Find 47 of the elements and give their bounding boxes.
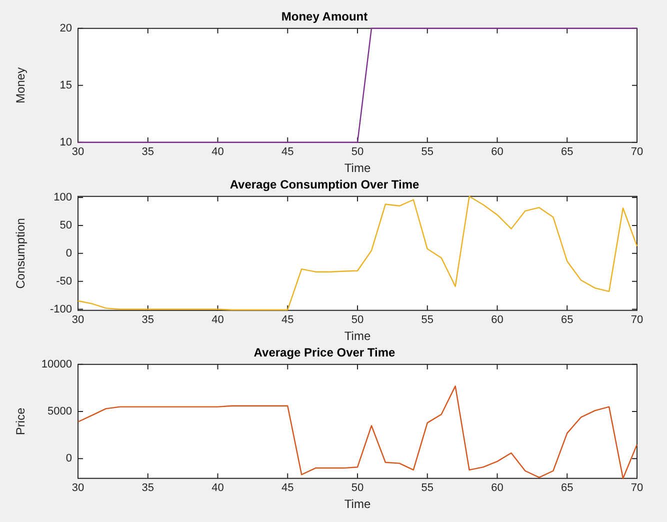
chart-title: Average Consumption Over Time [230, 178, 420, 192]
x-tick-label: 45 [282, 314, 294, 326]
x-tick-label: 70 [630, 482, 644, 494]
x-tick-label: 60 [491, 146, 504, 158]
x-tick-label: 40 [212, 314, 224, 326]
x-tick-label: 40 [212, 482, 224, 494]
x-tick-label: 50 [351, 146, 364, 158]
x-tick-label: 65 [561, 146, 574, 158]
x-tick-label: 35 [142, 146, 154, 158]
y-axis-title: Price [14, 407, 28, 436]
x-tick-label: 35 [142, 314, 154, 326]
y-tick-label: 15 [60, 79, 72, 92]
x-tick-label: 35 [142, 482, 154, 494]
y-tick-label: 50 [60, 219, 72, 232]
x-axis-title: Time [344, 161, 371, 176]
y-tick-label: -50 [56, 275, 72, 288]
x-tick-label: 50 [351, 314, 364, 326]
x-tick-label: 60 [491, 482, 504, 494]
x-tick-label: 65 [561, 314, 574, 326]
x-tick-label: 60 [491, 314, 504, 326]
x-tick-label: 55 [421, 314, 434, 326]
x-axis-title: Time [344, 497, 371, 512]
x-tick-label: 55 [421, 482, 434, 494]
x-tick-label: 30 [72, 314, 84, 326]
x-tick-label: 70 [630, 146, 644, 158]
x-tick-label: 70 [630, 314, 644, 326]
y-tick-label: 0 [66, 452, 72, 465]
y-tick-label: 20 [60, 22, 72, 34]
chart-title: Money Amount [281, 10, 368, 24]
y-tick-label: -100 [50, 303, 72, 316]
y-tick-label: 100 [54, 192, 72, 204]
x-tick-label: 30 [72, 146, 84, 158]
x-tick-label: 65 [561, 482, 574, 494]
x-tick-label: 45 [282, 146, 294, 158]
y-tick-label: 0 [66, 247, 72, 260]
y-tick-label: 10 [60, 136, 72, 148]
y-tick-label: 5000 [48, 406, 72, 418]
x-axis-title: Time [344, 329, 371, 344]
x-tick-label: 40 [212, 146, 224, 158]
y-axis-title: Money [14, 67, 28, 104]
x-tick-label: 45 [282, 482, 294, 494]
y-tick-label: 10000 [41, 358, 72, 370]
x-tick-label: 55 [421, 146, 434, 158]
chart-title: Average Price Over Time [254, 346, 396, 360]
x-tick-label: 30 [72, 482, 84, 494]
x-tick-label: 50 [351, 482, 364, 494]
y-axis-title: Consumption [14, 218, 28, 289]
